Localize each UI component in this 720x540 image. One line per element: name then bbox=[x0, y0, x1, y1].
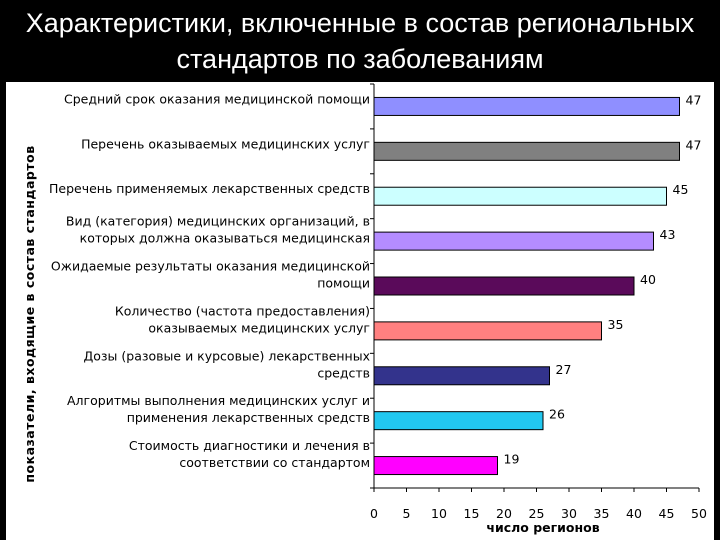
category-label: Перечень применяемых лекарственных средс… bbox=[49, 181, 370, 196]
bar bbox=[373, 366, 550, 386]
x-tick-label: 5 bbox=[403, 506, 411, 521]
slide-header: Характеристики, включенные в состав реги… bbox=[0, 0, 720, 80]
x-tick-label: 35 bbox=[594, 506, 610, 521]
bar bbox=[373, 456, 498, 476]
bar bbox=[373, 96, 680, 116]
category-label: Вид (категория) медицинских организаций,… bbox=[66, 214, 370, 229]
bar bbox=[373, 276, 635, 296]
bar-value-label: 35 bbox=[608, 317, 624, 332]
bar-value-label: 26 bbox=[549, 407, 565, 422]
slide-title-line-2: стандартов по заболеваниям bbox=[176, 44, 544, 74]
bar-value-label: 40 bbox=[640, 272, 656, 287]
category-label: Средний срок оказания медицинской помощи bbox=[64, 91, 370, 106]
bar-value-label: 45 bbox=[673, 182, 689, 197]
x-tick-label: 15 bbox=[464, 506, 480, 521]
bar bbox=[373, 141, 680, 161]
bar bbox=[373, 411, 544, 431]
x-tick-label: 45 bbox=[659, 506, 675, 521]
bar-value-label: 19 bbox=[504, 452, 520, 467]
category-label: оказываемых медицинских услуг bbox=[148, 320, 370, 335]
category-label: Перечень оказываемых медицинских услуг bbox=[81, 136, 370, 151]
slide-title-line-1: Характеристики, включенные в состав реги… bbox=[25, 8, 695, 38]
x-tick-label: 0 bbox=[370, 506, 378, 521]
category-label: помощи bbox=[317, 276, 370, 291]
x-tick-label: 10 bbox=[431, 506, 447, 521]
bar bbox=[373, 231, 654, 251]
bar-value-label: 47 bbox=[686, 137, 702, 152]
bar bbox=[373, 321, 602, 341]
x-tick-label: 20 bbox=[496, 506, 512, 521]
x-axis-label: число регионов bbox=[486, 520, 599, 535]
category-label: Алгоритмы выполнения медицинских услуг и bbox=[67, 393, 370, 408]
category-label: Стоимость диагностики и лечения в bbox=[129, 438, 370, 453]
category-label: которых должна оказываться медицинская bbox=[80, 231, 370, 246]
bar-value-label: 27 bbox=[556, 362, 572, 377]
bar bbox=[373, 186, 667, 206]
bar-chart: 0 5 10 15 20 25 30 35 40 45 50 47 Средний срок оказа… bbox=[22, 83, 707, 535]
chart-panel: 0 5 10 15 20 25 30 35 40 45 50 47 Средний срок оказа… bbox=[6, 82, 714, 540]
category-label: Ожидаемые результаты оказания медицинско… bbox=[51, 259, 370, 274]
x-tick-label: 50 bbox=[691, 506, 707, 521]
y-axis-label: показатели, входящие в состав стандартов bbox=[22, 145, 37, 482]
category-label: применения лекарственных средств bbox=[127, 410, 370, 425]
bar-value-label: 43 bbox=[660, 227, 676, 242]
x-tick-label: 25 bbox=[529, 506, 545, 521]
x-tick-label: 30 bbox=[561, 506, 577, 521]
bar-value-label: 47 bbox=[686, 92, 702, 107]
category-label: Количество (частота предоставления) bbox=[115, 303, 370, 318]
x-tick-label: 40 bbox=[626, 506, 642, 521]
category-label: соответствии со стандартом bbox=[179, 455, 370, 470]
category-label: средств bbox=[317, 365, 370, 380]
category-label: Дозы (разовые и курсовые) лекарственных bbox=[84, 348, 371, 363]
